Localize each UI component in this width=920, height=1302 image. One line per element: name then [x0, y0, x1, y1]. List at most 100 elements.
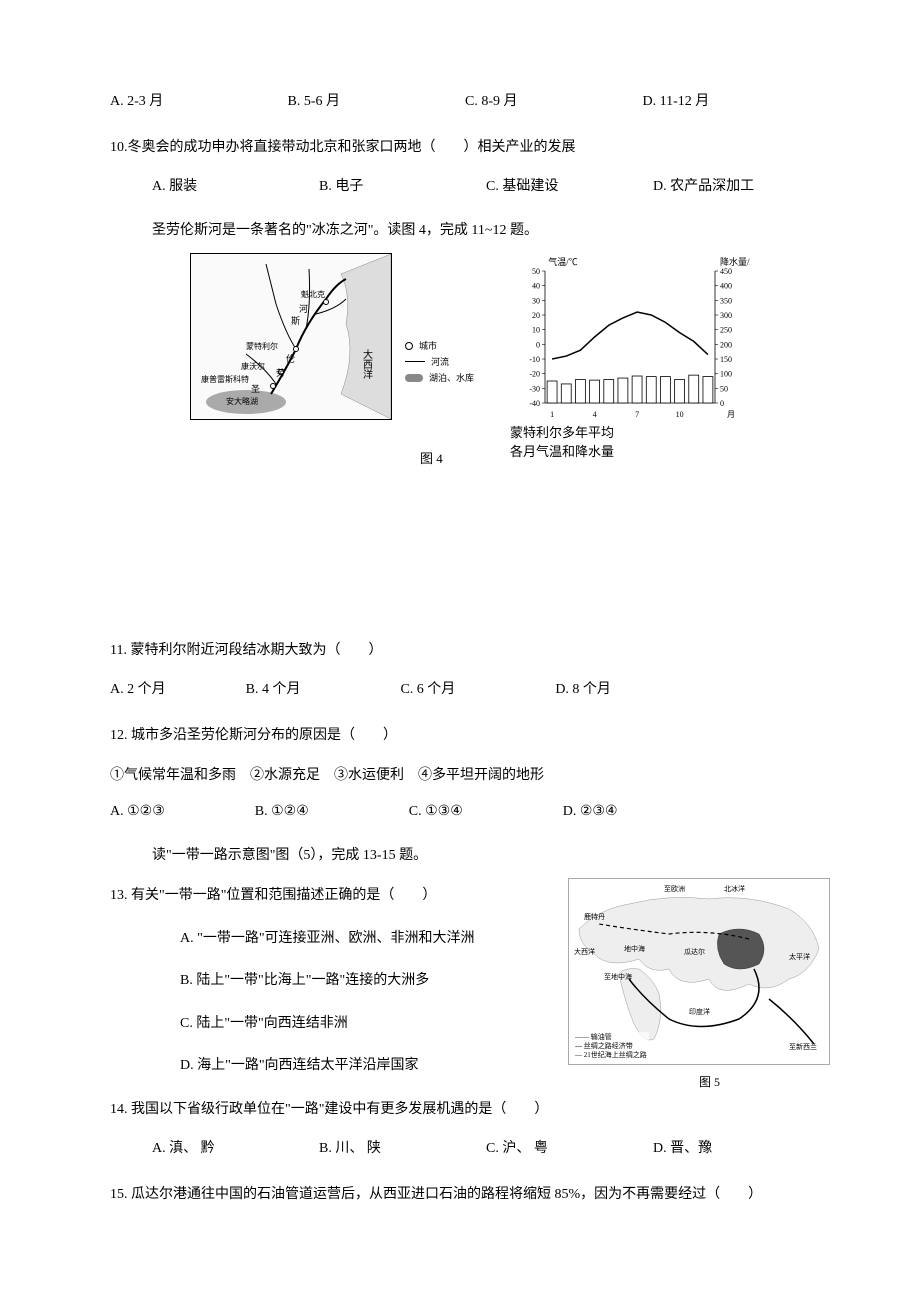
figure4-chart: 气温/℃降水量/mm50403020100-10-20-30-404504003…: [510, 253, 750, 423]
svg-text:月: 月: [727, 410, 735, 419]
figure4-map: 大西洋 安大略湖 魁北克 蒙特利尔 康沃尔 康普雷斯科特: [190, 253, 392, 420]
q9-opt-d: D. 11-12 月: [643, 90, 821, 110]
legend-city-icon: [405, 342, 413, 350]
q9-options: A. 2-3 月 B. 5-6 月 C. 8-9 月 D. 11-12 月: [110, 90, 820, 110]
q11-options: A. 2 个月 B. 4 个月 C. 6 个月 D. 8 个月: [110, 678, 820, 698]
legend-river: 河流: [431, 354, 449, 370]
legend-lake-icon: [405, 374, 423, 382]
q13-opt-d: D. 海上"一路"向西连结太平洋沿岸国家: [180, 1055, 530, 1077]
lbl-gwadar: 瓜达尔: [684, 947, 705, 956]
chart-cap-1: 蒙特利尔多年平均: [510, 425, 614, 440]
leg-pipe: —— 输油管: [575, 1033, 647, 1042]
context-beltroad: 读"一带一路示意图"图（5），完成 13-15 题。: [152, 845, 820, 867]
lbl-arctic: 北冰洋: [724, 884, 745, 893]
svg-text:50: 50: [720, 384, 728, 393]
svg-text:40: 40: [532, 281, 540, 290]
river-char1: 斯: [291, 315, 300, 326]
q12-options: A. ①②③ B. ①②④ C. ①③④ D. ②③④: [110, 803, 820, 820]
q14-options: A. 滇、 黔 B. 川、 陕 C. 沪、 粤 D. 晋、豫: [110, 1137, 820, 1157]
svg-text:1: 1: [550, 410, 554, 419]
svg-text:200: 200: [720, 340, 732, 349]
ocean-label: 大西洋: [361, 347, 373, 379]
q13-text: 13. 有关"一带一路"位置和范围描述正确的是（ ）: [110, 883, 530, 908]
svg-text:7: 7: [635, 410, 639, 419]
lbl-atlantic: 大西洋: [574, 947, 595, 956]
q9-opt-c: C. 8-9 月: [465, 90, 643, 110]
q12-opt-c: C. ①③④: [409, 803, 463, 820]
lbl-indian: 印度洋: [689, 1007, 710, 1016]
q9-opt-b: B. 5-6 月: [288, 90, 466, 110]
q10-text: 10.冬奥会的成功申办将直接带动北京和张家口两地（ ）相关产业的发展: [110, 135, 820, 160]
lbl-pacific: 太平洋: [789, 952, 810, 961]
svg-text:450: 450: [720, 267, 732, 276]
figure4-legend: 城市 河流 湖泊、水库: [405, 338, 474, 387]
context-stlawrence: 圣劳伦斯河是一条著名的"冰冻之河"。读图 4，完成 11~12 题。: [152, 220, 820, 242]
svg-text:10: 10: [676, 410, 684, 419]
figure4-chart-caption: 蒙特利尔多年平均 各月气温和降水量: [510, 423, 614, 462]
svg-text:0: 0: [536, 340, 540, 349]
q14-opt-a: A. 滇、 黔: [152, 1137, 319, 1157]
svg-text:0: 0: [720, 399, 724, 408]
lbl-rotterdam: 鹿特丹: [584, 912, 605, 921]
lbl-tomed: 至地中海: [604, 972, 632, 981]
city-cornwall: 康沃尔: [241, 361, 265, 371]
river-char3: 劳: [276, 367, 285, 378]
svg-text:30: 30: [532, 296, 540, 305]
climograph-svg: 气温/℃降水量/mm50403020100-10-20-30-404504003…: [510, 253, 750, 423]
city-montreal: 蒙特利尔: [246, 341, 278, 351]
q14-text: 14. 我国以下省级行政单位在"一路"建设中有更多发展机遇的是（ ）: [110, 1097, 820, 1122]
svg-text:4: 4: [593, 410, 597, 419]
map-svg: 大西洋 安大略湖 魁北克 蒙特利尔 康沃尔 康普雷斯科特: [191, 254, 391, 419]
q13-opt-a: A. "一带一路"可连接亚洲、欧洲、非洲和大洋洲: [180, 928, 530, 950]
svg-text:250: 250: [720, 325, 732, 334]
q14-opt-d: D. 晋、豫: [653, 1137, 820, 1157]
svg-text:350: 350: [720, 296, 732, 305]
legend-city: 城市: [419, 338, 437, 354]
q9-opt-a: A. 2-3 月: [110, 90, 288, 110]
river-char2: 伦: [286, 353, 295, 364]
svg-text:-30: -30: [529, 384, 540, 393]
svg-text:400: 400: [720, 281, 732, 290]
q10-opt-c: C. 基础建设: [486, 175, 653, 195]
q11-opt-c: C. 6 个月: [400, 678, 455, 698]
q13-opt-b: B. 陆上"一带"比海上"一路"连接的大洲多: [180, 970, 530, 992]
q12-opt-d: D. ②③④: [563, 803, 618, 820]
q11-text: 11. 蒙特利尔附近河段结冰期大致为（ ）: [110, 638, 820, 663]
river-char5: 圣: [251, 384, 260, 394]
lbl-toeurope: 至欧洲: [664, 884, 685, 893]
legend-lake: 湖泊、水库: [429, 370, 474, 386]
svg-text:100: 100: [720, 369, 732, 378]
svg-text:10: 10: [532, 325, 540, 334]
q10-opt-d: D. 农产品深加工: [653, 175, 820, 195]
q15-text: 15. 瓜达尔港通往中国的石油管道运营后，从西亚进口石油的路程将缩短 85%，因…: [110, 1182, 820, 1207]
svg-text:-40: -40: [529, 399, 540, 408]
q14-opt-c: C. 沪、 粤: [486, 1137, 653, 1157]
q11-opt-b: B. 4 个月: [246, 678, 301, 698]
q12-opt-a: A. ①②③: [110, 803, 165, 820]
svg-text:50: 50: [532, 267, 540, 276]
lbl-med: 地中海: [624, 944, 645, 953]
q10-options: A. 服装 B. 电子 C. 基础建设 D. 农产品深加工: [110, 175, 820, 195]
svg-text:降水量/mm: 降水量/mm: [720, 256, 750, 267]
figure5-map: 至欧洲 北冰洋 鹿特丹 大西洋 瓜达尔 地中海 至地中海 印度洋 太平洋 至新西…: [568, 878, 830, 1065]
q13-opt-c: C. 陆上"一带"向西连结非洲: [180, 1013, 530, 1035]
svg-text:150: 150: [720, 355, 732, 364]
svg-text:-20: -20: [529, 369, 540, 378]
svg-text:20: 20: [532, 311, 540, 320]
svg-text:300: 300: [720, 311, 732, 320]
q12-statements: ①气候常年温和多雨 ②水源充足 ③水运便利 ④多平坦开阔的地形: [110, 763, 820, 788]
city-prescott: 康普雷斯科特: [201, 374, 249, 384]
q10-opt-b: B. 电子: [319, 175, 486, 195]
q11-opt-a: A. 2 个月: [110, 678, 166, 698]
chart-cap-2: 各月气温和降水量: [510, 444, 614, 459]
lbl-nz: 至新西兰: [789, 1042, 817, 1051]
q13-wrap: 至欧洲 北冰洋 鹿特丹 大西洋 瓜达尔 地中海 至地中海 印度洋 太平洋 至新西…: [110, 883, 820, 1078]
river-char4: 河: [299, 303, 308, 314]
figure4-label: 图 4: [420, 448, 443, 467]
q12-text: 12. 城市多沿圣劳伦斯河分布的原因是（ ）: [110, 723, 820, 748]
leg-road: — 21世纪海上丝绸之路: [575, 1051, 647, 1060]
q10-opt-a: A. 服装: [152, 175, 319, 195]
svg-text:气温/℃: 气温/℃: [548, 256, 578, 267]
q14-opt-b: B. 川、 陕: [319, 1137, 486, 1157]
figure5-label: 图 5: [699, 1073, 720, 1090]
